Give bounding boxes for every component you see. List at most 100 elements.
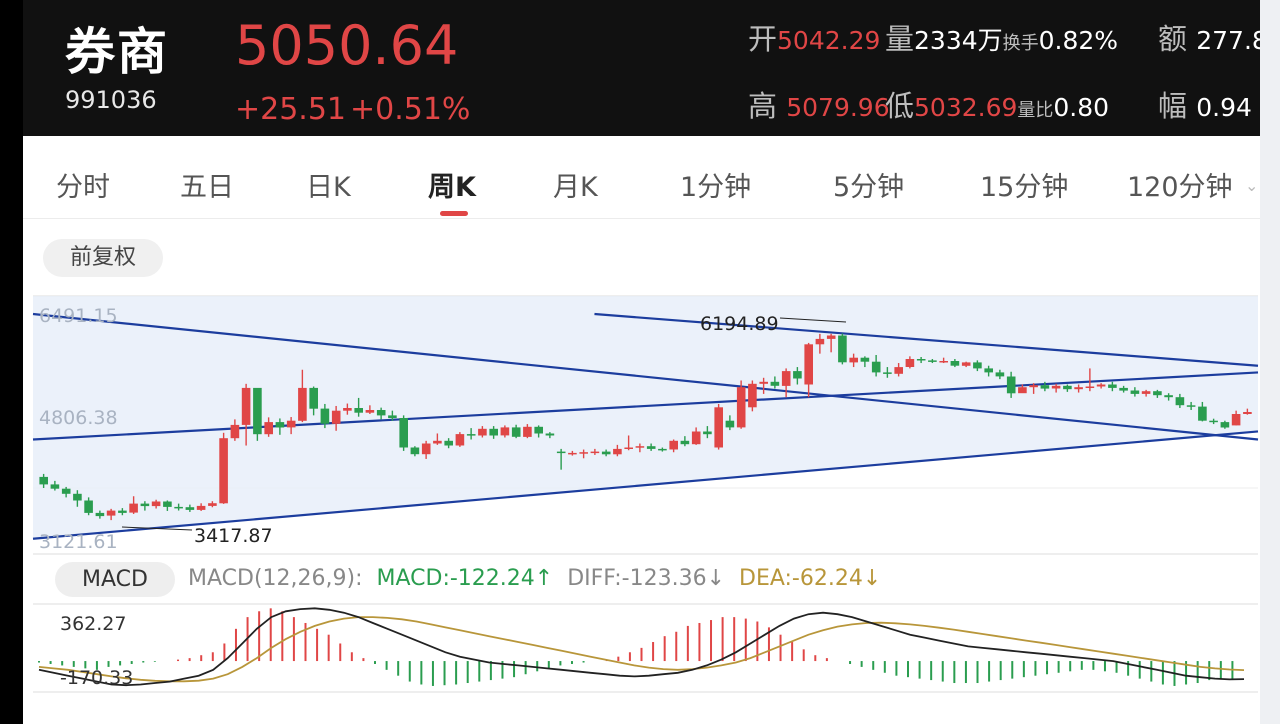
candle-body [444, 440, 453, 446]
turnover-label: 换手 [1002, 33, 1039, 54]
candle-body [860, 357, 870, 362]
candle-body [759, 381, 768, 384]
price-change-pct: +0.51% [350, 92, 471, 127]
last-price: 5050.64 [235, 14, 459, 77]
tab-daily-k[interactable]: 日K [306, 172, 351, 203]
candle-body [894, 367, 903, 374]
volume-value: 2334万 [914, 26, 1003, 55]
candle-body [601, 451, 611, 455]
candle-body [298, 387, 307, 421]
candle-body [241, 387, 251, 425]
adjust-button[interactable]: 前复权 [43, 239, 163, 277]
candle-body [804, 344, 813, 385]
volratio-value: 0.80 [1053, 93, 1110, 122]
tab-15min[interactable]: 15分钟 [980, 172, 1069, 203]
candle-body [523, 426, 532, 437]
low-pointer [121, 526, 193, 531]
candle-body [905, 359, 915, 367]
dea-value: DEA:-62.24↓ [739, 566, 882, 591]
y-axis-label: 4806.38 [39, 407, 118, 429]
candle-body [950, 361, 960, 366]
candle-body [399, 418, 408, 448]
trend-line-4 [594, 312, 1259, 367]
candle-body [613, 448, 622, 455]
price-change: +25.51 [235, 92, 347, 127]
candle-body [680, 440, 690, 445]
candle-body [568, 452, 577, 455]
volume-label: 量 [885, 22, 915, 56]
candle-body [748, 383, 757, 408]
open-value: 5042.29 [777, 26, 881, 55]
tab-120min[interactable]: 120分钟 [1127, 172, 1233, 203]
y-axis-label: 6491.15 [39, 305, 118, 327]
candle-body [208, 503, 217, 506]
tab-1min[interactable]: 1分钟 [680, 172, 752, 203]
candle-body [1040, 385, 1050, 389]
candle-body [815, 338, 825, 345]
candle-body [118, 510, 127, 513]
volume-stat: 量2334万换手0.82% [885, 16, 1118, 58]
candle-body [635, 446, 645, 448]
candle-body [478, 428, 487, 436]
stock-name: 券商 [65, 23, 169, 81]
candle-body [455, 434, 465, 446]
active-tab-indicator [440, 211, 468, 216]
candle-body [466, 434, 476, 436]
macd-indicator-button[interactable]: MACD [55, 562, 175, 597]
candle-body [770, 381, 780, 386]
channel-band [33, 296, 1258, 539]
candle-body [511, 427, 521, 437]
candle-body [1063, 385, 1072, 390]
high-value: 5079.96 [786, 93, 890, 122]
tab-monthly-k[interactable]: 月K [553, 172, 598, 203]
candle-body [185, 507, 195, 510]
candle-body [39, 476, 48, 485]
candle-body [1209, 420, 1218, 423]
y-axis-label: 3121.61 [39, 531, 118, 553]
turnover-value: 0.82% [1038, 26, 1119, 55]
amplitude-stat: 幅 0.94 [1158, 83, 1252, 125]
candle-body [838, 335, 847, 363]
candle-body [219, 438, 228, 504]
candle-body [129, 503, 138, 513]
candle-body [916, 359, 926, 361]
tab-intraday[interactable]: 分时 [56, 172, 110, 203]
high-label: 高 [748, 89, 778, 123]
macd-value: MACD:-122.24↑ [376, 566, 554, 591]
candle-body [174, 506, 183, 509]
candle-body [309, 387, 318, 409]
amount-value: 277.8 [1196, 26, 1260, 55]
candle-body [590, 451, 600, 454]
candle-body [1175, 397, 1185, 406]
candle-body [973, 362, 982, 369]
candle-body [624, 447, 633, 449]
open-stat: 开5042.29 [748, 16, 880, 58]
period-tabs: 分时 五日 日K 周K 月K 1分钟 5分钟 15分钟 120分钟 [23, 150, 1260, 219]
candle-body [691, 431, 701, 445]
open-label: 开 [748, 22, 778, 56]
tab-weekly-k[interactable]: 周K [428, 172, 476, 203]
candle-body [1096, 384, 1106, 387]
tab-5min[interactable]: 5分钟 [833, 172, 905, 203]
candle-body [151, 501, 161, 507]
candle-body [1119, 387, 1128, 391]
candle-body [73, 493, 82, 501]
chevron-down-icon[interactable]: ⌄ [1245, 176, 1259, 195]
high-annotation: 6194.89 [700, 313, 779, 335]
diff-value: DIFF:-123.36↓ [567, 566, 726, 591]
candle-body [1108, 384, 1117, 388]
candle-body [1186, 405, 1196, 407]
candle-body [1220, 422, 1230, 428]
candle-body [253, 387, 262, 435]
tab-five-day[interactable]: 五日 [180, 172, 234, 203]
candle-body [725, 420, 735, 428]
candle-body [849, 357, 858, 363]
candle-body [286, 420, 296, 428]
candle-body [163, 501, 172, 507]
candle-body [365, 410, 375, 413]
candle-body [1029, 385, 1038, 388]
candle-body [1018, 387, 1027, 394]
candle-body [376, 410, 386, 416]
candle-body [1051, 385, 1061, 389]
